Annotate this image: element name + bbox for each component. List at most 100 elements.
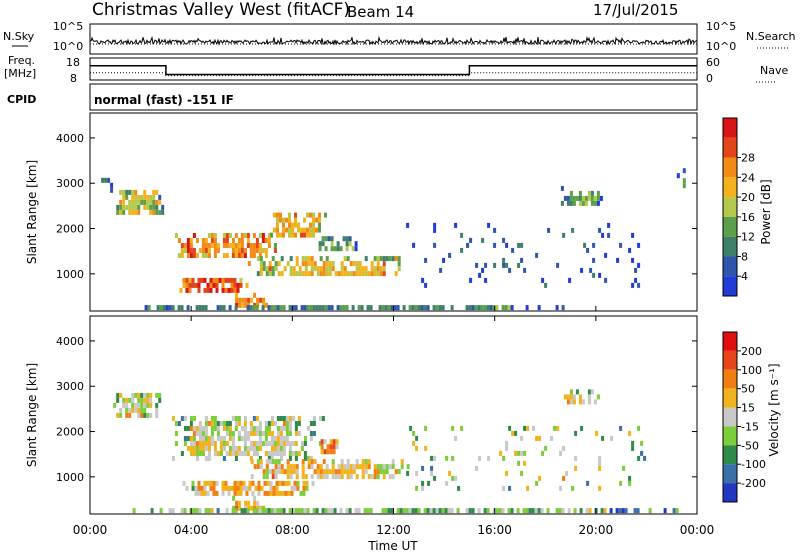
heatmap-cell: [234, 446, 238, 451]
heatmap-cell: [394, 271, 398, 277]
colorbar-tick-label: -50: [741, 439, 759, 452]
heatmap-cell: [204, 441, 208, 446]
heatmap-cell: [330, 236, 334, 242]
heatmap-cell: [231, 253, 235, 258]
heatmap-cell: [277, 464, 281, 470]
heatmap-cell: [583, 242, 587, 248]
heatmap-cell: [508, 425, 512, 431]
freq-label: Freq.: [8, 54, 35, 67]
heatmap-cell: [429, 508, 433, 514]
heatmap-cell: [230, 282, 234, 288]
heatmap-cell: [271, 266, 275, 272]
heatmap-cell: [267, 305, 271, 311]
heatmap-cell: [505, 470, 509, 476]
heatmap-cell: [143, 199, 147, 205]
heatmap-cell: [218, 277, 222, 283]
heatmap-cell: [584, 195, 588, 201]
heatmap-cell: [291, 227, 294, 233]
heatmap-cell: [257, 480, 261, 486]
heatmap-cell: [258, 421, 262, 426]
heatmap-cell: [361, 266, 365, 272]
heatmap-cell: [191, 480, 195, 486]
heatmap-cell: [264, 421, 268, 426]
heatmap-cell: [264, 431, 268, 436]
heatmap-cell: [334, 271, 338, 277]
heatmap-cell: [146, 204, 150, 210]
heatmap-cell: [152, 204, 156, 210]
heatmap-cell: [373, 271, 377, 277]
heatmap-cell: [249, 431, 253, 436]
heatmap-cell: [245, 282, 249, 288]
heatmap-cell: [270, 416, 274, 421]
heatmap-cell: [155, 204, 159, 210]
heatmap-cell: [259, 256, 263, 262]
heatmap-cell: [448, 252, 452, 258]
heatmap-cell: [541, 277, 545, 283]
heatmap-cell: [337, 464, 341, 470]
heatmap-cell: [303, 436, 307, 441]
heatmap-cell: [358, 261, 362, 267]
heatmap-cell: [252, 446, 256, 451]
velocity-panel-frame: [89, 315, 698, 515]
heatmap-cell: [305, 485, 309, 491]
heatmap-cell: [240, 243, 244, 248]
heatmap-cell: [430, 455, 434, 461]
heatmap-cell: [158, 397, 162, 403]
heatmap-cell: [279, 416, 283, 421]
heatmap-cell: [132, 508, 136, 514]
heatmap-cell: [486, 305, 490, 311]
heatmap-cell: [291, 508, 295, 514]
heatmap-cell: [192, 248, 196, 253]
heatmap-cell: [227, 485, 231, 491]
heatmap-cell: [325, 464, 329, 470]
heatmap-cell: [303, 441, 307, 446]
heatmap-cell: [243, 446, 247, 451]
heatmap-cell: [409, 425, 413, 431]
heatmap-cell: [640, 440, 644, 446]
heatmap-cell: [125, 397, 129, 403]
heatmap-cell: [289, 256, 293, 262]
y-tick-label: 3000: [56, 177, 84, 190]
heatmap-cell: [140, 392, 144, 398]
heatmap-cell: [354, 241, 358, 247]
heatmap-cell: [361, 464, 365, 470]
heatmap-cell: [298, 271, 302, 277]
heatmap-cell: [531, 508, 535, 514]
heatmap-cell: [224, 480, 228, 486]
heatmap-cell: [282, 508, 286, 514]
heatmap-cell: [228, 243, 232, 248]
heatmap-cell: [263, 480, 267, 486]
heatmap-cell: [256, 464, 260, 470]
heatmap-cell: [276, 508, 280, 514]
heatmap-cell: [489, 305, 493, 311]
heatmap-cell: [307, 271, 311, 277]
heatmap-cell: [397, 266, 401, 272]
heatmap-cell: [302, 480, 306, 486]
heatmap-cell: [155, 392, 159, 398]
heatmap-cell: [210, 421, 214, 426]
heatmap-cell: [345, 236, 349, 242]
heatmap-cell: [367, 464, 371, 470]
heatmap-cell: [578, 195, 582, 201]
heatmap-cell: [291, 232, 294, 238]
heatmap-cell: [312, 305, 316, 311]
heatmap-cell: [571, 227, 575, 233]
heatmap-cell: [152, 199, 156, 205]
heatmap-cell: [322, 459, 326, 465]
freq-unit-label: [MHz]: [4, 67, 36, 80]
colorbar-swatch: [723, 426, 737, 446]
heatmap-cell: [246, 446, 250, 451]
heatmap-cell: [122, 189, 126, 195]
heatmap-cell: [236, 485, 240, 491]
heatmap-cell: [212, 480, 216, 486]
heatmap-cell: [336, 305, 340, 311]
heatmap-cell: [249, 456, 253, 461]
heatmap-cell: [107, 177, 111, 183]
heatmap-cell: [216, 421, 220, 426]
heatmap-cell: [210, 238, 214, 243]
heatmap-cell: [342, 305, 346, 311]
colorbar-swatch: [723, 197, 737, 217]
heatmap-cell: [340, 459, 344, 465]
heatmap-cell: [237, 248, 241, 253]
heatmap-cell: [402, 508, 406, 514]
